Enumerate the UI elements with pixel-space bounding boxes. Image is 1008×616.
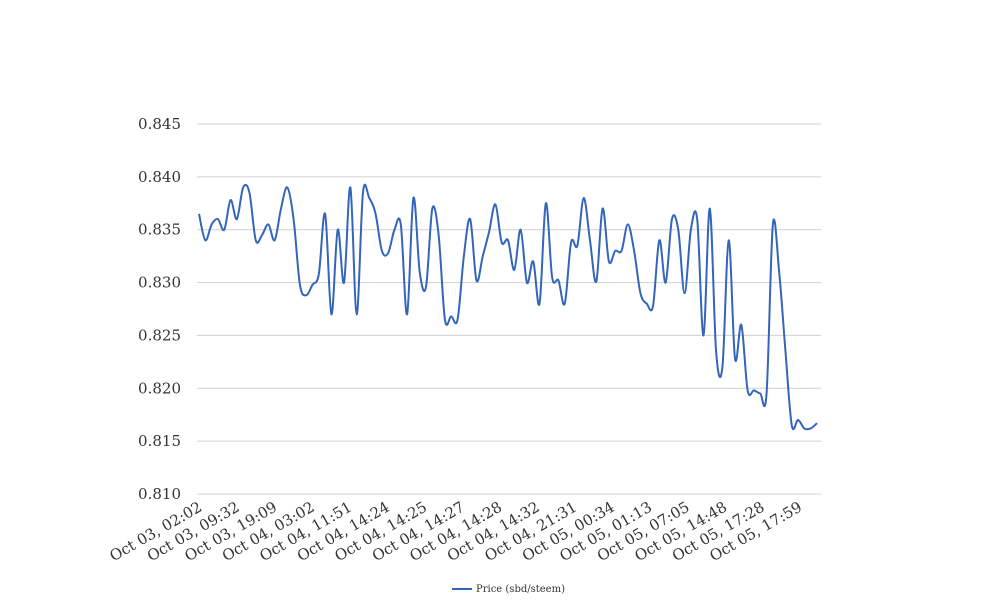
y-tick-label: 0.820 (138, 379, 181, 397)
y-tick-label: 0.845 (138, 115, 181, 133)
grid-lines (197, 123, 821, 495)
y-tick-label: 0.835 (138, 221, 181, 239)
legend: Price (sbd/steem) (452, 584, 565, 595)
y-axis-tick-labels: 0.810 0.815 0.820 0.825 0.830 0.835 0.840 0.845 (138, 115, 181, 503)
legend-label: Price (sbd/steem) (476, 584, 565, 595)
series-line-price (198, 183, 818, 431)
y-tick-label: 0.810 (138, 485, 181, 503)
y-tick-label: 0.825 (138, 326, 181, 344)
y-tick-label: 0.830 (138, 274, 181, 292)
y-tick-label: 0.815 (138, 432, 181, 450)
y-tick-label: 0.840 (138, 168, 181, 186)
